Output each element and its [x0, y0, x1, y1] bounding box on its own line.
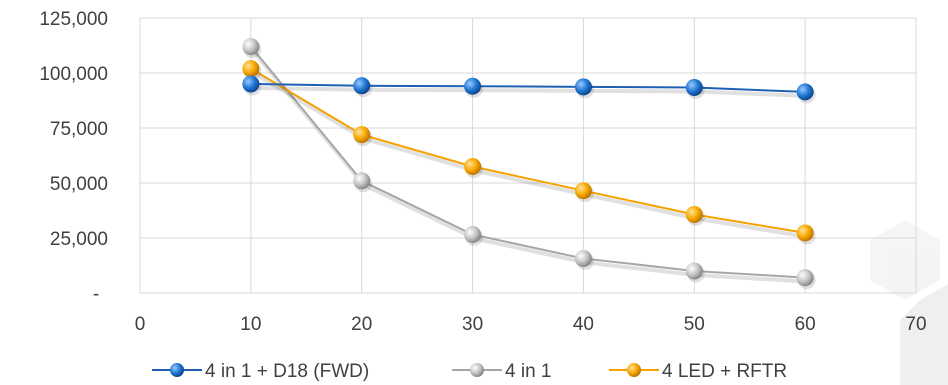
x-tick-label: 50: [684, 314, 705, 335]
x-tick-label: 70: [905, 314, 926, 335]
series-line-shadow: [251, 49, 808, 284]
legend-item: 4 LED + RFTR: [609, 361, 787, 382]
data-point: [685, 205, 703, 223]
data-point: [685, 262, 703, 280]
legend-item: 4 in 1 + D18 (FWD): [152, 361, 369, 382]
data-point: [353, 77, 371, 95]
data-point: [353, 126, 371, 144]
legend: 4 in 1 + D18 (FWD) 4 in 1 4 LED + RFTR: [152, 361, 787, 382]
legend-label: 4 in 1 + D18 (FWD): [205, 361, 369, 382]
y-axis-tick-labels: - 25,000 50,000 75,000 100,000 125,000: [39, 9, 108, 305]
data-point: [574, 78, 592, 96]
series-line: [250, 45, 806, 279]
y-tick-label: 25,000: [50, 229, 108, 250]
data-point: [464, 77, 482, 95]
data-point: [796, 224, 814, 242]
y-tick-label: -: [93, 284, 99, 305]
series-layer: [242, 38, 816, 290]
legend-marker: [170, 363, 184, 377]
series-line: [250, 83, 806, 93]
legend-label: 4 in 1: [505, 361, 551, 382]
series-line-shadow: [252, 86, 808, 98]
legend-item: 4 in 1: [452, 361, 551, 382]
series-1: [242, 38, 816, 290]
y-tick-label: 75,000: [50, 119, 108, 140]
x-tick-label: 10: [240, 314, 261, 335]
x-tick-label: 40: [573, 314, 594, 335]
series-line: [250, 67, 806, 234]
y-tick-label: 100,000: [39, 64, 108, 85]
data-point: [242, 60, 260, 78]
data-point: [353, 172, 371, 190]
x-tick-label: 30: [462, 314, 483, 335]
x-axis-tick-labels: 0 10 20 30 40 50 60 70: [135, 314, 927, 335]
data-point: [464, 158, 482, 175]
data-point: [464, 225, 482, 243]
data-point: [574, 182, 592, 200]
data-point: [796, 83, 814, 101]
gridlines: [140, 18, 916, 293]
series-line-shadow: [251, 70, 808, 239]
decorative-background-shapes: [870, 220, 948, 385]
series-0: [242, 75, 816, 104]
y-tick-label: 50,000: [50, 174, 108, 195]
plot-area-frame: [139, 17, 917, 294]
data-point: [574, 249, 592, 267]
legend-label: 4 LED + RFTR: [662, 361, 787, 382]
data-point: [685, 79, 703, 97]
data-point: [242, 75, 260, 93]
legend-marker: [627, 363, 641, 377]
series-2: [242, 60, 816, 245]
x-tick-label: 60: [795, 314, 816, 335]
x-tick-label: 20: [351, 314, 372, 335]
data-point: [242, 38, 260, 56]
legend-marker: [470, 363, 484, 377]
x-tick-label: 0: [135, 314, 146, 335]
y-tick-label: 125,000: [39, 9, 108, 30]
data-point: [796, 269, 814, 287]
